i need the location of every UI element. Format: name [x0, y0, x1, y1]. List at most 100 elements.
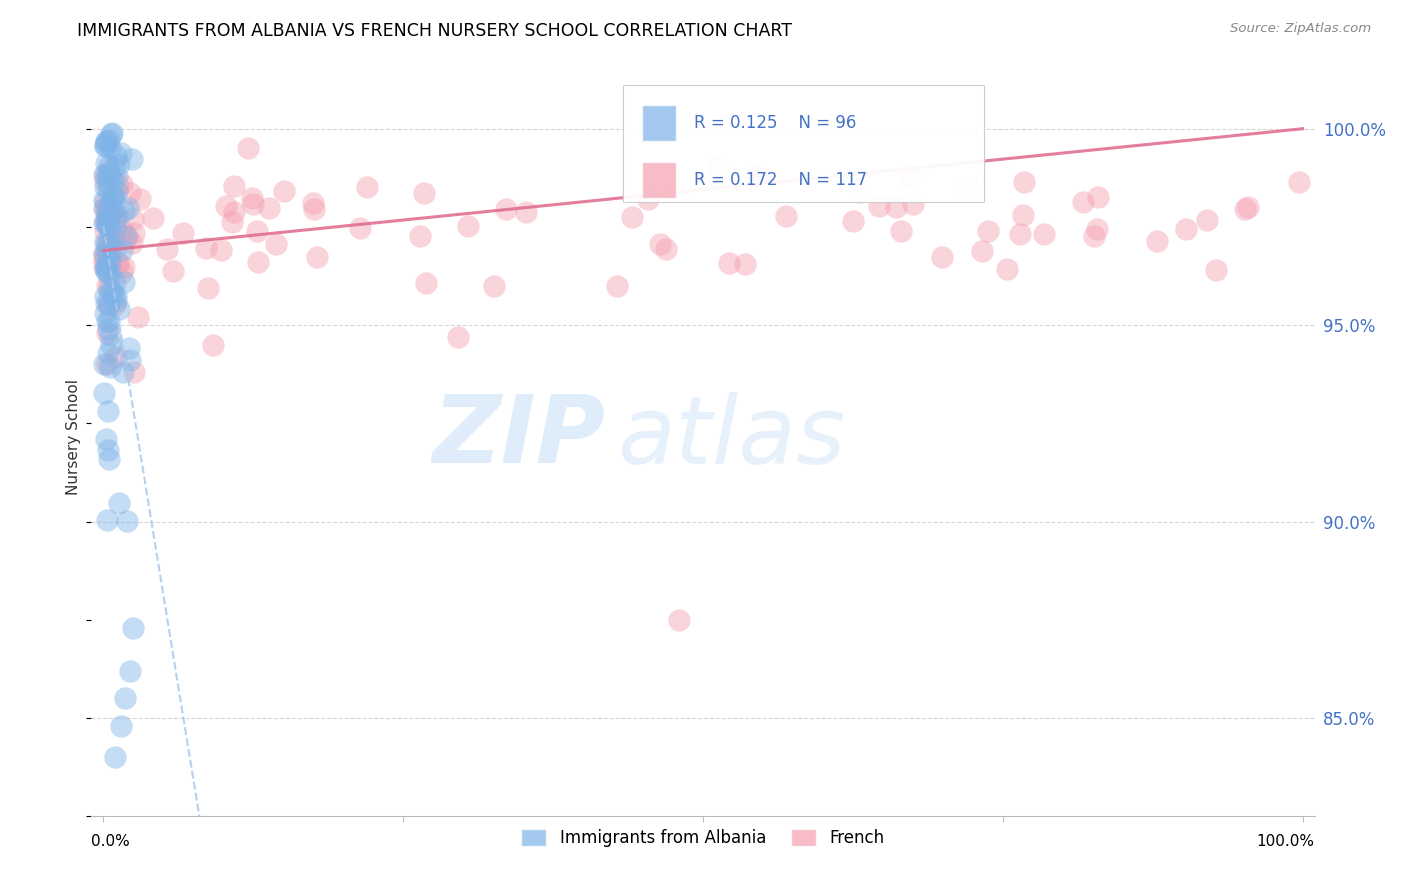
Point: [162, 264, 184, 278]
Point: [1205, 263, 1227, 277]
Point: [114, 691, 136, 706]
Point: [98, 141, 121, 155]
Point: [668, 613, 690, 627]
Point: [98, 210, 121, 224]
Point: [94, 235, 117, 250]
Text: 100.0%: 100.0%: [1257, 834, 1315, 849]
Point: [648, 237, 671, 252]
Point: [127, 310, 149, 325]
Text: atlas: atlas: [617, 392, 845, 483]
Point: [1083, 228, 1105, 243]
Point: [96, 236, 118, 251]
Point: [105, 184, 128, 198]
Point: [707, 160, 730, 174]
Point: [100, 209, 122, 223]
FancyBboxPatch shape: [623, 85, 984, 202]
Point: [972, 244, 994, 258]
Point: [264, 236, 287, 251]
Point: [93, 214, 115, 228]
Point: [104, 750, 127, 764]
Bar: [643, 105, 676, 141]
Point: [97, 452, 120, 467]
Point: [94, 179, 117, 194]
Point: [96, 296, 118, 310]
Point: [107, 257, 129, 271]
Y-axis label: Nursery School: Nursery School: [66, 379, 82, 495]
Point: [97, 298, 120, 312]
Bar: [643, 161, 676, 198]
Point: [93, 357, 115, 371]
Point: [94, 433, 117, 447]
Point: [96, 211, 118, 225]
Point: [101, 188, 124, 202]
Point: [93, 248, 115, 262]
Point: [129, 192, 152, 206]
Point: [841, 214, 863, 228]
Point: [93, 385, 115, 400]
Point: [112, 224, 135, 238]
Point: [112, 203, 135, 218]
Point: [115, 228, 138, 243]
Point: [1012, 208, 1035, 222]
Point: [734, 257, 756, 271]
Point: [606, 278, 628, 293]
Point: [100, 169, 122, 183]
Point: [104, 243, 127, 257]
Text: 0.0%: 0.0%: [91, 834, 131, 849]
Point: [97, 314, 120, 328]
Point: [101, 284, 124, 298]
Legend: Immigrants from Albania, French: Immigrants from Albania, French: [515, 822, 891, 854]
Point: [96, 278, 118, 293]
Point: [105, 148, 128, 162]
Text: ZIP: ZIP: [432, 391, 605, 483]
Point: [1146, 235, 1168, 249]
Point: [97, 404, 120, 418]
Point: [103, 189, 125, 203]
Point: [93, 253, 115, 268]
Point: [101, 230, 124, 244]
Point: [307, 251, 329, 265]
Point: [301, 195, 323, 210]
Point: [273, 185, 295, 199]
Text: R = 0.125    N = 96: R = 0.125 N = 96: [695, 114, 856, 132]
Point: [121, 152, 143, 166]
Point: [246, 224, 269, 238]
Point: [122, 226, 145, 240]
Point: [97, 159, 120, 173]
Point: [96, 169, 118, 183]
Point: [111, 265, 134, 279]
Point: [222, 205, 245, 219]
Point: [94, 201, 117, 215]
Point: [97, 246, 120, 260]
Point: [1008, 227, 1031, 241]
Point: [1073, 194, 1095, 209]
Point: [97, 250, 120, 264]
Point: [97, 182, 120, 196]
Point: [94, 203, 117, 218]
Point: [1195, 212, 1218, 227]
Point: [103, 160, 125, 174]
Point: [195, 241, 218, 255]
Point: [93, 139, 115, 153]
Point: [1085, 222, 1108, 236]
Point: [104, 289, 127, 303]
Point: [103, 230, 125, 244]
Point: [931, 250, 953, 264]
Point: [415, 276, 437, 290]
Point: [1032, 227, 1054, 242]
Point: [96, 213, 118, 227]
Point: [93, 288, 115, 302]
Point: [775, 209, 797, 223]
Point: [104, 211, 127, 226]
Point: [93, 194, 115, 208]
Point: [1233, 202, 1256, 217]
Point: [93, 246, 115, 260]
Point: [222, 179, 245, 194]
Point: [215, 199, 238, 213]
Point: [97, 176, 120, 190]
Point: [959, 182, 981, 196]
Point: [98, 252, 121, 267]
Point: [96, 326, 118, 340]
Point: [96, 358, 118, 372]
Point: [104, 222, 127, 236]
